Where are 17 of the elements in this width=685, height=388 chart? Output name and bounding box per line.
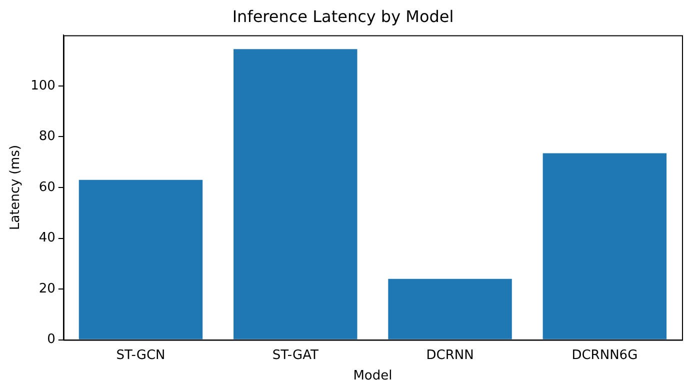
y-tick-label: 40: [38, 230, 56, 246]
y-tick-label: 100: [30, 78, 56, 94]
x-axis-title: Model: [353, 368, 392, 384]
x-tick-label: ST-GCN: [116, 348, 166, 363]
x-tick-label: ST-GAT: [272, 348, 318, 363]
bar: [78, 180, 203, 340]
chart-title: Inference Latency by Model: [232, 6, 454, 26]
y-tick-label: 0: [47, 332, 56, 348]
bar: [542, 153, 667, 340]
y-tick-label: 20: [38, 281, 56, 296]
bar: [388, 278, 512, 340]
x-tick-label: DCRNN6G: [572, 348, 638, 363]
bar: [234, 49, 358, 340]
x-tick-label: DCRNN: [426, 348, 474, 363]
y-tick-label: 60: [38, 180, 56, 195]
y-tick-label: 80: [38, 129, 56, 144]
y-axis-title: Latency (ms): [8, 144, 24, 230]
